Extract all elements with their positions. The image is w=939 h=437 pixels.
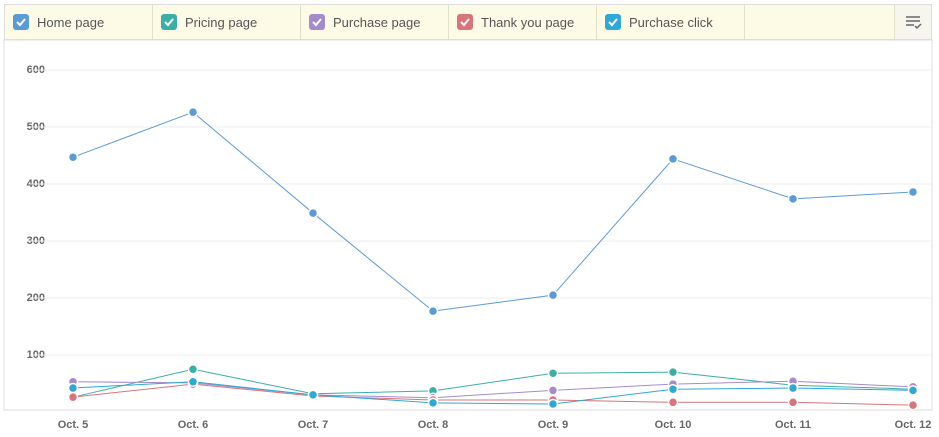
data-point <box>787 397 799 408</box>
data-point <box>187 106 199 118</box>
series-line <box>72 383 914 406</box>
legend-item[interactable]: Home page <box>5 5 153 39</box>
data-point <box>667 397 679 408</box>
legend-checkbox[interactable] <box>13 14 29 30</box>
data-point <box>787 382 799 394</box>
check-icon <box>164 18 174 27</box>
legend-item[interactable]: Purchase click <box>597 5 745 39</box>
legend-checkbox[interactable] <box>161 14 177 30</box>
data-point <box>67 382 79 394</box>
data-point <box>427 397 439 409</box>
data-point <box>547 398 559 410</box>
data-point <box>547 367 559 379</box>
legend: Home page Pricing page Purchase page Thank … <box>4 4 932 40</box>
x-tick-label: Oct. 10 <box>655 419 692 431</box>
legend-label: Purchase page <box>333 14 421 30</box>
legend-label: Pricing page <box>185 14 258 30</box>
legend-label: Thank you page <box>481 14 575 30</box>
plot-frame <box>3 39 933 411</box>
series-line <box>72 368 914 398</box>
series-line <box>72 111 914 312</box>
data-point <box>667 383 679 395</box>
data-point <box>307 389 319 401</box>
legend-label: Home page <box>37 14 105 30</box>
data-point <box>667 366 679 378</box>
data-point <box>547 385 559 396</box>
check-icon <box>16 18 26 27</box>
legend-item[interactable]: Thank you page <box>449 5 597 39</box>
data-point <box>907 385 919 396</box>
x-tick-label: Oct. 9 <box>538 419 569 431</box>
x-tick-label: Oct. 6 <box>178 419 209 431</box>
data-point <box>187 376 199 388</box>
x-tick-label: Oct. 12 <box>895 419 932 431</box>
legend-checkbox[interactable] <box>309 14 325 30</box>
check-icon <box>608 18 618 27</box>
data-point <box>907 399 919 411</box>
data-point <box>307 207 319 219</box>
data-point <box>787 193 799 205</box>
series-line <box>72 380 914 399</box>
legend-item[interactable]: Purchase page <box>301 5 449 39</box>
x-tick-label: Oct. 8 <box>418 419 449 431</box>
legend-label: Purchase click <box>629 14 713 30</box>
data-point <box>187 364 199 375</box>
data-point <box>427 305 439 317</box>
legend-item[interactable]: Pricing page <box>153 5 301 39</box>
check-icon <box>312 18 322 27</box>
menu-icon <box>906 16 922 30</box>
legend-checkbox[interactable] <box>605 14 621 30</box>
data-point <box>667 153 679 165</box>
x-tick-label: Oct. 7 <box>298 419 329 431</box>
data-point <box>907 186 919 198</box>
legend-checkbox[interactable] <box>457 14 473 30</box>
x-tick-label: Oct. 5 <box>58 419 89 431</box>
menu-button[interactable] <box>894 5 931 39</box>
data-point <box>67 151 79 163</box>
data-point <box>547 289 559 301</box>
check-icon <box>460 18 470 27</box>
series-line <box>72 381 914 405</box>
data-point <box>67 391 79 403</box>
x-tick-label: Oct. 11 <box>775 419 811 431</box>
